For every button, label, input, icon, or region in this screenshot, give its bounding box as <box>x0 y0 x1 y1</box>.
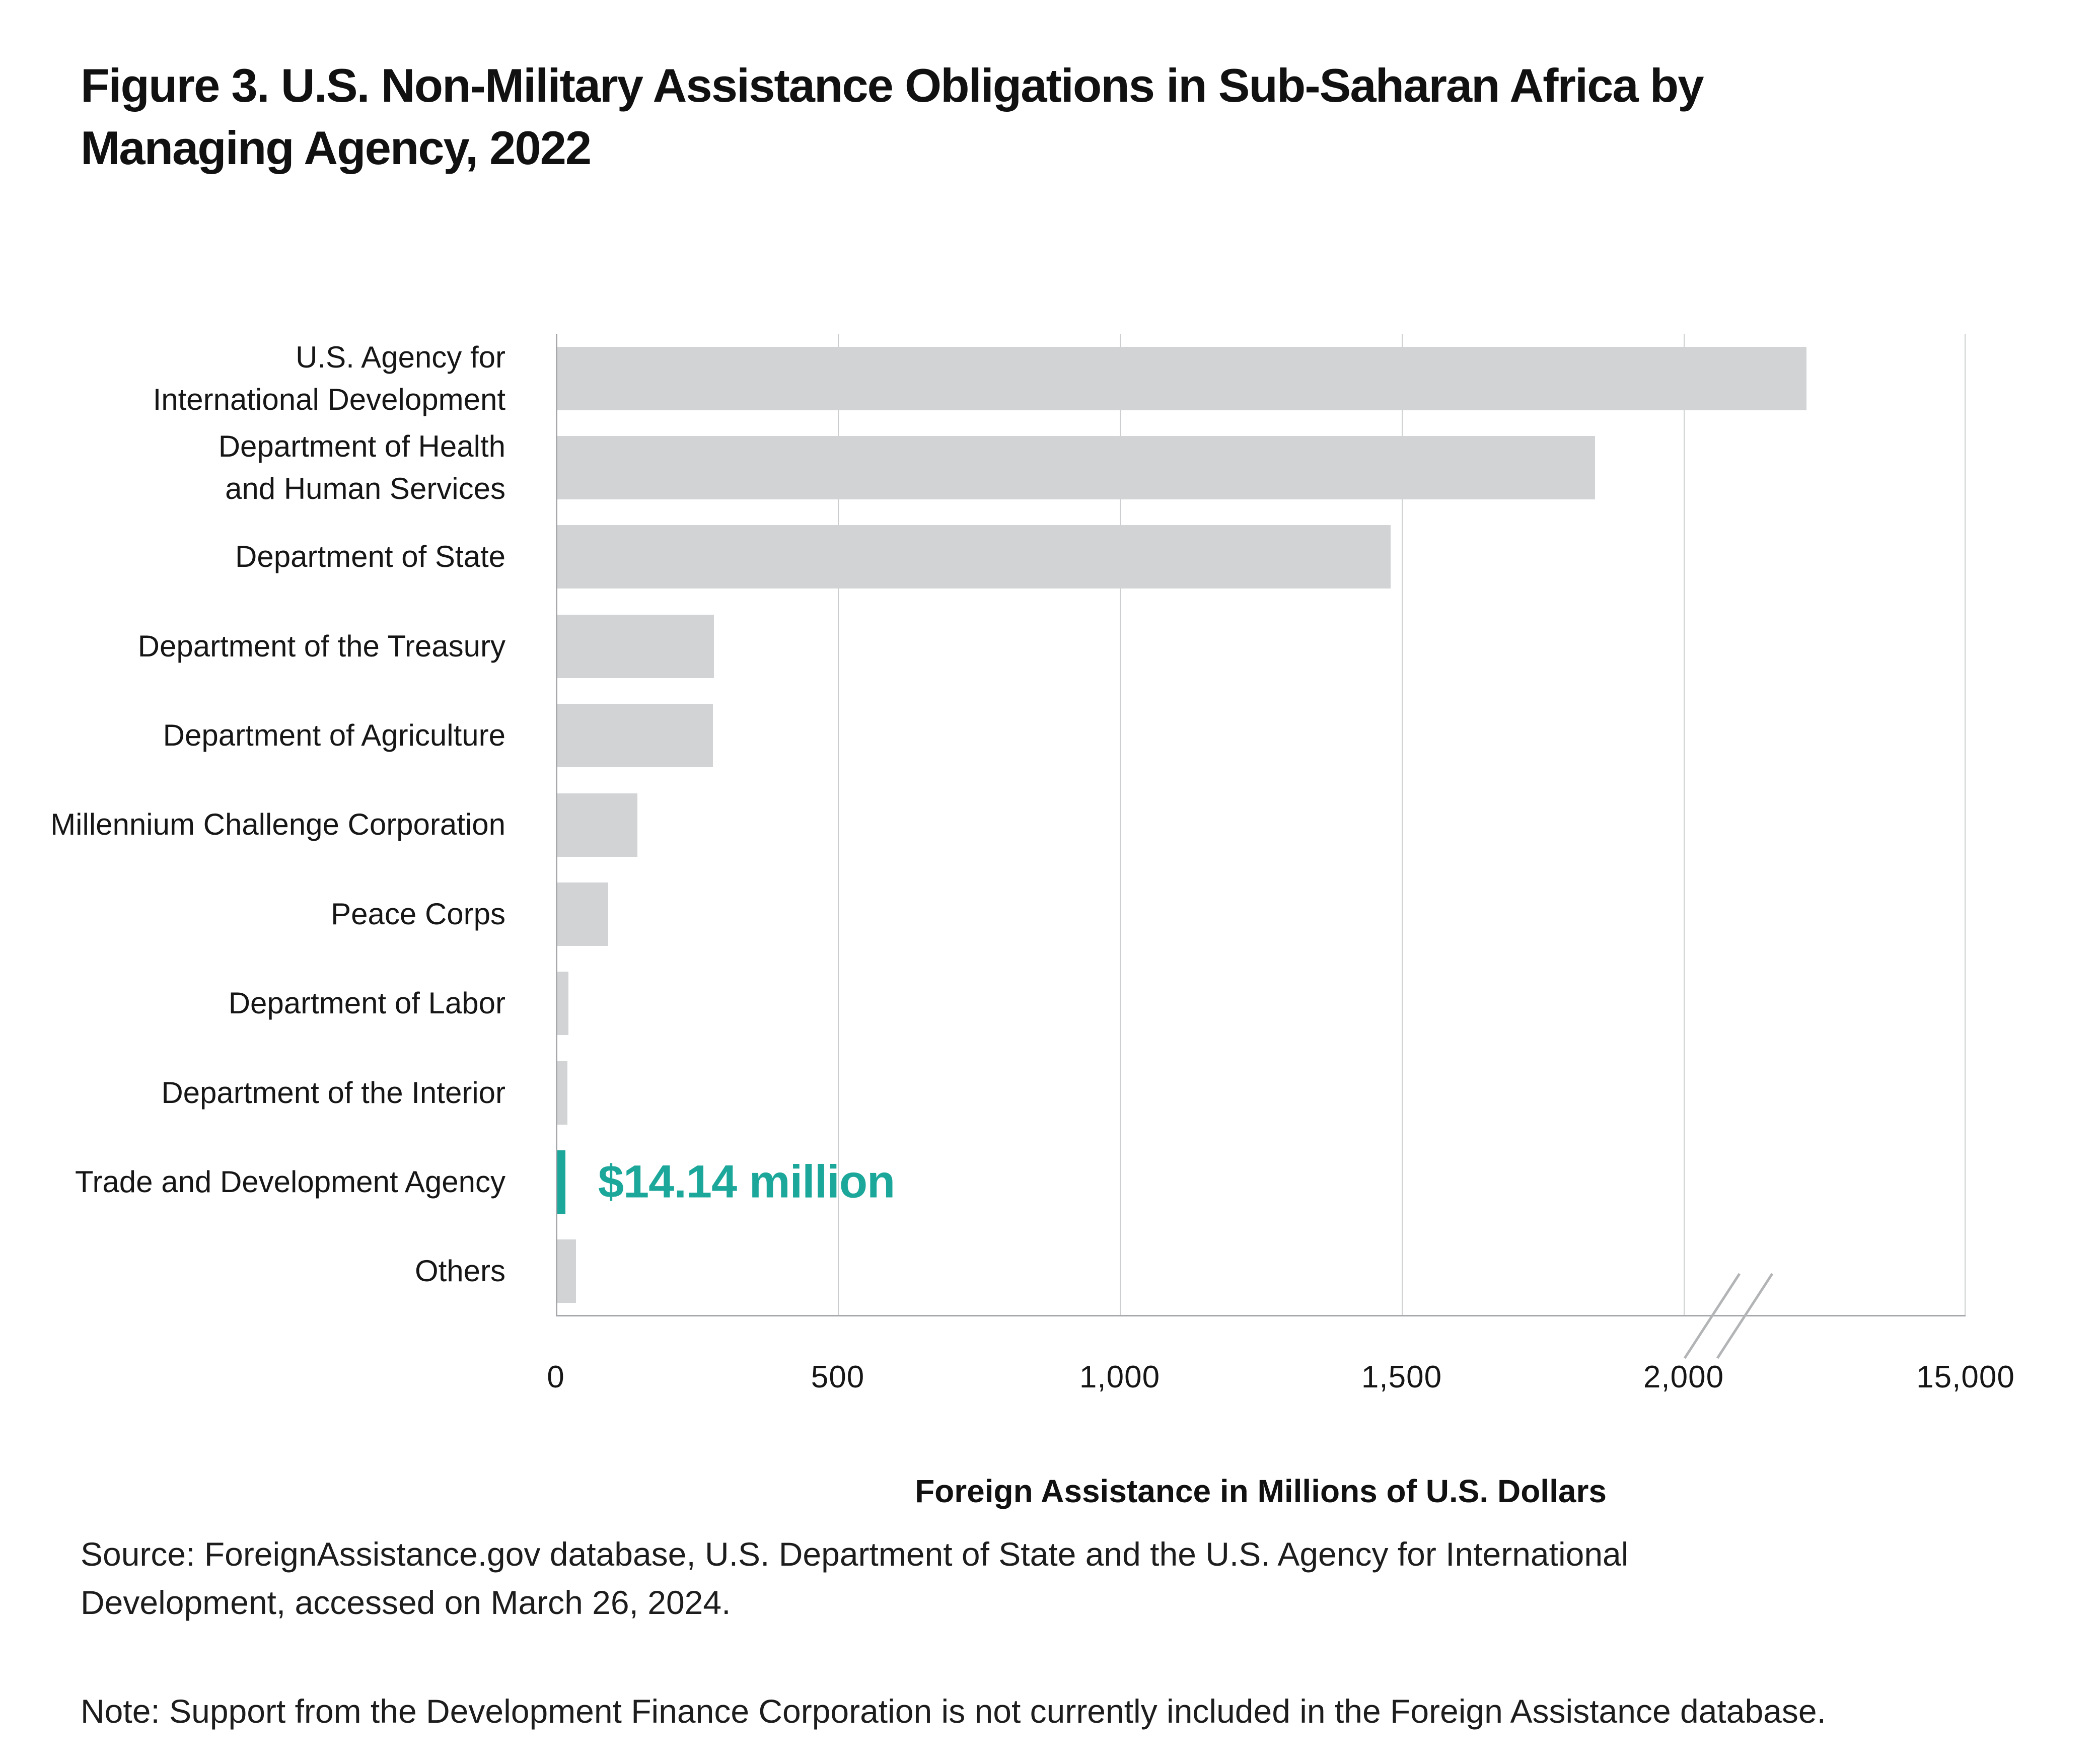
bar <box>557 1239 576 1303</box>
gridline <box>1402 334 1403 1316</box>
x-tick-label: 15,000 <box>1916 1360 2015 1394</box>
bar <box>557 793 638 857</box>
x-axis-ticks: 0 500 1,000 1,500 2,000 15,000 <box>547 1359 2014 1405</box>
plot-area: $14.14 million <box>556 334 1966 1359</box>
category-label: Others <box>414 1254 505 1288</box>
category-label: Trade and Development Agency <box>75 1164 505 1199</box>
category-label: Department of Health and Human Services <box>218 429 505 506</box>
category-label: Peace Corps <box>331 897 505 931</box>
bar <box>557 436 1595 500</box>
category-label: Department of the Treasury <box>137 629 505 663</box>
y-axis-labels: U.S. Agency for International Developmen… <box>0 334 531 1316</box>
source-text: Source: ForeignAssistance.gov database, … <box>81 1535 1629 1621</box>
gridline <box>838 334 839 1316</box>
x-tick-label: 0 <box>547 1360 565 1394</box>
category-label: Department of Agriculture <box>163 718 505 753</box>
gridline <box>1684 334 1685 1316</box>
figure-title: Figure 3. U.S. Non-Military Assistance O… <box>81 59 1704 175</box>
bar <box>557 882 608 946</box>
category-label: Department of Labor <box>228 986 505 1020</box>
bar <box>557 346 1806 410</box>
gridline <box>1120 334 1121 1316</box>
bar <box>557 614 714 678</box>
category-label: Department of the Interior <box>161 1075 505 1110</box>
bar <box>557 972 569 1036</box>
category-label: Millennium Challenge Corporation <box>50 807 505 842</box>
x-axis-title: Foreign Assistance in Millions of U.S. D… <box>915 1473 1607 1509</box>
bar-highlighted <box>557 1150 565 1214</box>
x-tick-label: 500 <box>811 1360 865 1394</box>
x-tick-label: 1,500 <box>1361 1360 1442 1394</box>
note-text: Note: Support from the Development Finan… <box>81 1693 1826 1730</box>
category-label: Department of State <box>235 540 505 574</box>
bar <box>557 704 713 768</box>
x-axis-line <box>556 1315 1966 1316</box>
y-axis-line <box>556 334 557 1316</box>
category-label: U.S. Agency for International Developmen… <box>153 340 505 416</box>
bar <box>557 525 1391 589</box>
x-tick-label: 2,000 <box>1643 1360 1724 1394</box>
gridline <box>1965 334 1966 1316</box>
x-tick-label: 1,000 <box>1079 1360 1161 1394</box>
highlight-value-label: $14.14 million <box>598 1156 895 1208</box>
bar <box>557 1061 568 1125</box>
